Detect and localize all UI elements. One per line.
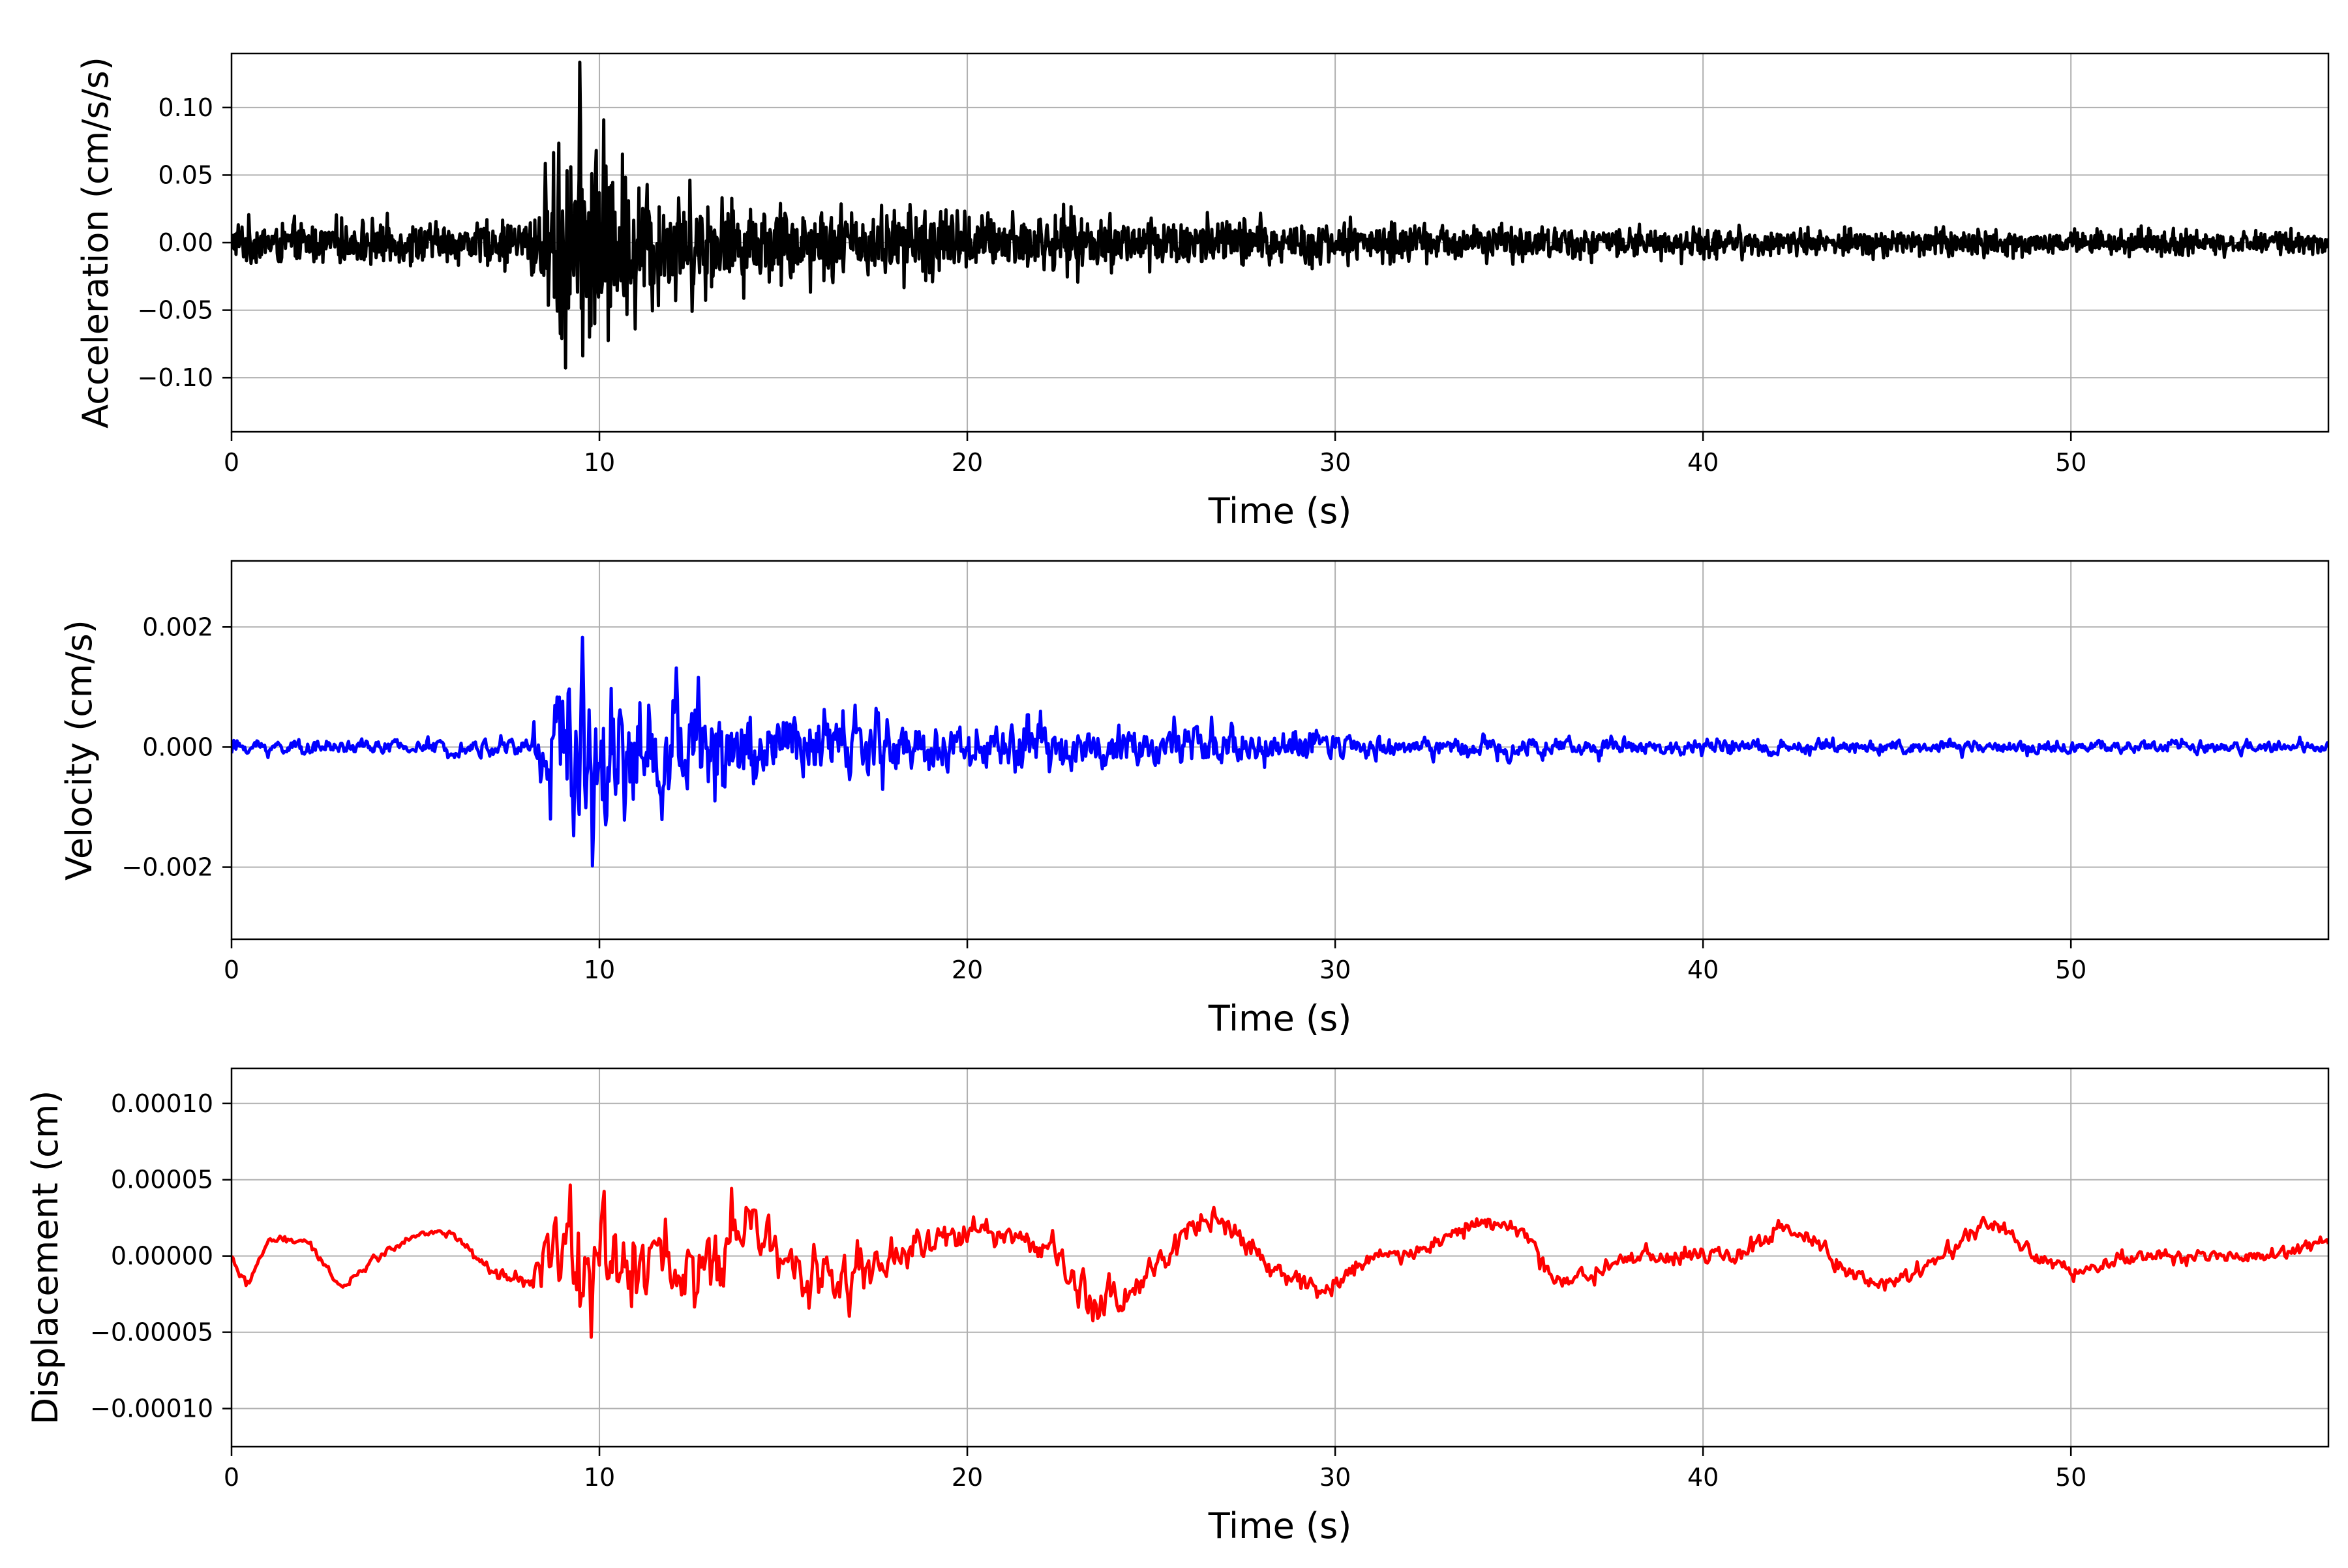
acceleration-x-tick-label: 10	[584, 448, 615, 477]
acceleration-x-axis-label: Time (s)	[1208, 490, 1352, 532]
displacement-y-tick-label: 0.00000	[111, 1242, 213, 1271]
displacement-x-tick-label: 30	[1319, 1463, 1351, 1492]
velocity-axes-frame	[230, 560, 2330, 941]
acceleration-series-line	[232, 60, 2328, 370]
velocity-x-tick-label: 10	[584, 956, 615, 984]
acceleration-x-tick-label: 0	[224, 448, 239, 477]
acceleration-x-tick-label: 20	[952, 448, 983, 477]
acceleration-y-tick-label: −0.05	[138, 296, 213, 325]
acceleration-y-axis-label: Acceleration (cm/s/s)	[75, 57, 116, 429]
displacement-x-tick-label: 40	[1687, 1463, 1719, 1492]
displacement-panel: 0 10 20 30 40 50 −0.00010 −0.00005 0.00000 0.0000…	[25, 1067, 2330, 1546]
displacement-x-tick-label: 50	[2055, 1463, 2086, 1492]
acceleration-x-tick-label: 50	[2055, 448, 2086, 477]
velocity-y-tick-label: 0.002	[142, 612, 213, 641]
displacement-axes-frame	[230, 1067, 2330, 1448]
velocity-x-tick-label: 0	[224, 956, 239, 984]
acceleration-x-tick-label: 30	[1319, 448, 1351, 477]
velocity-x-axis-label: Time (s)	[1208, 998, 1352, 1039]
displacement-series-line	[232, 1183, 2328, 1339]
displacement-y-tick-label: −0.00010	[90, 1395, 213, 1423]
acceleration-x-tick-label: 40	[1687, 448, 1719, 477]
displacement-y-tick-label: −0.00005	[90, 1318, 213, 1347]
velocity-x-tick-label: 50	[2055, 956, 2086, 984]
displacement-x-tick-label: 20	[952, 1463, 983, 1492]
velocity-panel: 0 10 20 30 40 50 −0.002 0.000 0.002 Time (s) Veloc…	[59, 560, 2330, 1039]
velocity-x-tick-label: 30	[1319, 956, 1351, 984]
displacement-y-tick-label: 0.00005	[111, 1166, 213, 1194]
velocity-y-tick-label: −0.002	[121, 853, 213, 882]
velocity-series-line	[232, 635, 2328, 868]
displacement-x-tick-label: 0	[224, 1463, 239, 1492]
velocity-x-tick-label: 20	[952, 956, 983, 984]
acceleration-y-tick-label: −0.10	[138, 363, 213, 392]
velocity-x-tick-label: 40	[1687, 956, 1719, 984]
acceleration-y-tick-label: 0.10	[158, 93, 213, 122]
displacement-y-tick-label: 0.00010	[111, 1089, 213, 1118]
acceleration-panel: 0 10 20 30 40 50 −0.10 −0.05 0.00 0.05 0.10 Time (s…	[75, 52, 2330, 532]
acceleration-y-tick-label: 0.00	[158, 228, 213, 257]
displacement-x-tick-label: 10	[584, 1463, 615, 1492]
displacement-y-axis-label: Displacement (cm)	[25, 1091, 66, 1425]
acceleration-y-tick-label: 0.05	[158, 160, 213, 189]
velocity-y-axis-label: Velocity (cm/s)	[59, 620, 100, 881]
displacement-x-axis-label: Time (s)	[1208, 1505, 1352, 1546]
velocity-y-tick-label: 0.000	[142, 732, 213, 761]
